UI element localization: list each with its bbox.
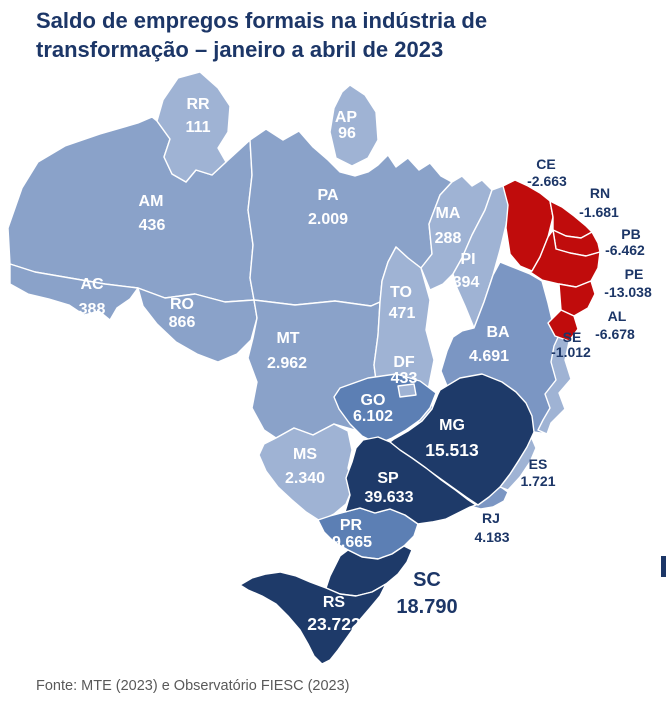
label-pb-abbr: PB xyxy=(621,226,640,242)
label-rs-abbr: RS xyxy=(323,594,346,611)
label-pe-abbr: PE xyxy=(625,266,644,282)
label-al-value: -6.678 xyxy=(595,326,635,342)
source-note: Fonte: MTE (2023) e Observatório FIESC (… xyxy=(36,678,350,694)
label-mg-abbr: MG xyxy=(439,417,465,434)
state-shape-se xyxy=(547,309,579,342)
label-ro-value: 866 xyxy=(169,314,196,331)
label-ac-value: 388 xyxy=(79,301,106,318)
state-shape-ba-coastal-strip xyxy=(537,332,572,435)
label-am-value: 436 xyxy=(139,217,166,234)
label-sp-value: 39.633 xyxy=(365,489,414,506)
label-ce-value: -2.663 xyxy=(527,173,567,189)
label-to-value: 471 xyxy=(389,305,416,322)
label-mt-abbr: MT xyxy=(276,330,299,347)
label-rr-value: 111 xyxy=(186,119,211,136)
label-ro-abbr: RO xyxy=(170,296,194,313)
label-am-abbr: AM xyxy=(139,193,164,210)
state-shape-ac xyxy=(9,263,139,321)
label-ac-abbr: AC xyxy=(80,276,104,293)
state-shape-df xyxy=(397,383,417,398)
label-sp-abbr: SP xyxy=(377,470,399,487)
label-es-value: 1.721 xyxy=(520,473,555,489)
label-rn-abbr: RN xyxy=(590,185,610,201)
label-to-abbr: TO xyxy=(390,284,412,301)
state-shape-al xyxy=(558,280,596,317)
state-shape-rs xyxy=(239,571,387,665)
label-pr-value: 9.665 xyxy=(332,534,372,551)
state-shape-mg xyxy=(389,373,535,506)
state-shape-sp xyxy=(344,436,477,525)
label-ba-abbr: BA xyxy=(486,324,510,341)
label-df-abbr: DF xyxy=(393,354,415,371)
state-shape-ro xyxy=(137,287,258,363)
label-ma-abbr: MA xyxy=(436,205,461,222)
label-mt-value: 2.962 xyxy=(267,355,307,372)
label-mg-value: 15.513 xyxy=(425,440,479,460)
label-pr-abbr: PR xyxy=(340,517,363,534)
label-go-value: 6.102 xyxy=(353,408,393,425)
label-pi-abbr: PI xyxy=(460,251,475,268)
label-ap-abbr: AP xyxy=(335,109,358,126)
label-sc-abbr: SC xyxy=(413,569,441,591)
label-ba-value: 4.691 xyxy=(469,348,509,365)
label-pe-value: -13.038 xyxy=(604,284,652,300)
state-shape-rr xyxy=(156,71,231,183)
label-rn-value: -1.681 xyxy=(579,204,619,220)
label-ms-abbr: MS xyxy=(293,446,317,463)
state-labels-inside: RR 111 AP 96 AM 436 PA 2.009 MA 288 PI 3… xyxy=(79,96,510,634)
label-se-value: -1.012 xyxy=(551,344,591,360)
label-go-abbr: GO xyxy=(361,392,386,409)
label-ce-abbr: CE xyxy=(536,156,555,172)
label-sc-value: 18.790 xyxy=(396,596,457,618)
label-pa-value: 2.009 xyxy=(308,211,348,228)
state-shape-ap xyxy=(329,84,379,167)
label-es-abbr: ES xyxy=(529,456,548,472)
label-ap-value: 96 xyxy=(338,125,356,142)
page-title-line1: Saldo de empregos formais na indústria d… xyxy=(36,8,488,33)
state-labels-outside: CE -2.663 RN -1.681 PB -6.462 PE -13.038… xyxy=(396,156,652,618)
label-rs-value: 23.722 xyxy=(307,614,361,634)
page-title-line2: transformação – janeiro a abril de 2023 xyxy=(36,37,444,62)
label-se-abbr: SE xyxy=(563,329,582,345)
label-rr-abbr: RR xyxy=(186,96,210,113)
label-ms-value: 2.340 xyxy=(285,470,325,487)
label-rj-value: 4.183 xyxy=(474,529,509,545)
label-al-abbr: AL xyxy=(608,308,627,324)
label-pi-value: 394 xyxy=(453,274,480,291)
label-rj-abbr: RJ xyxy=(482,510,500,526)
label-pb-value: -6.462 xyxy=(605,242,645,258)
states-layer xyxy=(7,71,601,665)
state-shape-ms xyxy=(258,423,354,522)
label-pa-abbr: PA xyxy=(317,187,338,204)
label-df-value: 433 xyxy=(391,370,418,387)
page-title: Saldo de empregos formais na indústria d… xyxy=(36,6,656,64)
right-edge-artifact xyxy=(661,556,666,577)
label-ma-value: 288 xyxy=(435,230,462,247)
